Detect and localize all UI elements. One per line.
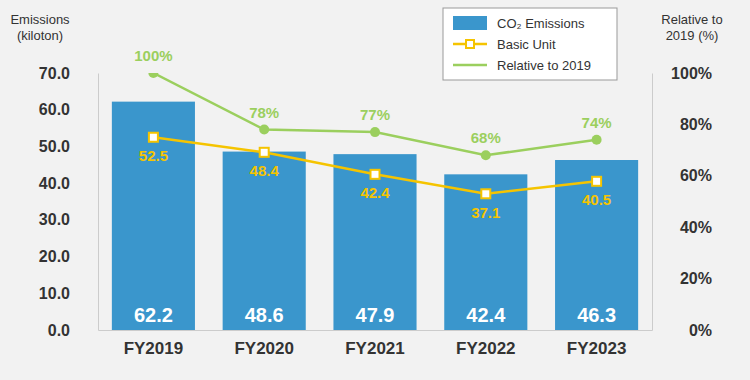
y-axis-title-line: (kiloton) <box>17 28 63 43</box>
y-tick: 40.0 <box>39 175 98 192</box>
y-tick-label: 50.0 <box>39 138 70 155</box>
y2-tick: 40% <box>652 219 712 236</box>
chart: 0.0 10.0 20.0 30.0 40.0 50.0 60.0 70.0 0% 20% 40% 6… <box>0 0 750 380</box>
y2-axis-title-line: Relative to <box>661 12 722 27</box>
y-tick-label: 40.0 <box>39 175 70 192</box>
legend-label: Relative to 2019 <box>497 58 591 73</box>
x-tick: FY2020 <box>234 330 294 358</box>
bar <box>223 152 306 330</box>
y-axis-line <box>98 74 99 331</box>
y2-tick-label: 20% <box>680 270 712 287</box>
y-tick: 10.0 <box>39 285 98 302</box>
x-tick: FY2023 <box>567 330 627 358</box>
bar-label: 42.4 <box>466 304 506 326</box>
x-tick: FY2022 <box>456 330 516 358</box>
y-axis-title-line: Emissions <box>10 12 70 27</box>
y-tick: 30.0 <box>39 211 98 228</box>
x-tick: FY2021 <box>345 330 405 358</box>
marker <box>371 170 380 179</box>
y2-tick: 60% <box>652 167 712 184</box>
y2-axis-title: Relative to2019 (%) <box>661 12 722 43</box>
y-axis: 0.0 10.0 20.0 30.0 40.0 50.0 60.0 70.0 <box>39 65 99 339</box>
line-label: 78% <box>249 104 279 121</box>
y2-axis-title-line: 2019 (%) <box>666 28 719 43</box>
y-tick: 50.0 <box>39 138 98 155</box>
line <box>153 73 596 155</box>
legend-label: CO₂ Emissions <box>497 16 585 31</box>
y-axis-title: Emissions(kiloton) <box>10 12 70 43</box>
legend-label: Basic Unit <box>497 37 556 52</box>
y-tick: 70.0 <box>39 65 98 82</box>
legend-swatch <box>453 64 487 67</box>
marker <box>592 177 601 186</box>
y2-tick-label: 100% <box>671 65 712 82</box>
marker <box>481 150 491 160</box>
x-tick-label: FY2020 <box>234 339 294 358</box>
line-label: 52.5 <box>139 147 168 164</box>
x-axis-line <box>99 330 653 331</box>
line-label: 48.4 <box>250 162 280 179</box>
plot: 0.0 10.0 20.0 30.0 40.0 50.0 60.0 70.0 0% 20% 40% 6… <box>39 47 712 358</box>
bar-label: 46.3 <box>577 304 616 326</box>
y2-tick-label: 0% <box>689 322 712 339</box>
bar-label: 48.6 <box>245 304 284 326</box>
marker <box>370 127 380 137</box>
line-label: 74% <box>582 114 612 131</box>
marker <box>259 125 269 135</box>
x-tick-label: FY2022 <box>456 339 516 358</box>
y-tick-label: 70.0 <box>39 65 70 82</box>
y2-tick: 0% <box>652 322 712 339</box>
bar <box>112 102 195 330</box>
bar <box>444 174 527 330</box>
line-label: 42.4 <box>360 184 390 201</box>
y2-tick-label: 80% <box>680 116 712 133</box>
y-tick: 0.0 <box>48 322 98 339</box>
y-tick-label: 60.0 <box>39 101 70 118</box>
x-tick-label: FY2021 <box>345 339 405 358</box>
x-axis: FY2019 FY2020 FY2021 FY2022 FY2023 <box>99 330 653 358</box>
marker <box>481 189 490 198</box>
line-label: 68% <box>471 129 501 146</box>
legend-swatch <box>453 16 487 30</box>
line-label: 37.1 <box>471 204 500 221</box>
marker <box>149 133 158 142</box>
y2-axis: 0% 20% 40% 60% 80% 100% <box>652 65 712 339</box>
x-tick-label: FY2023 <box>567 339 627 358</box>
y2-tick: 100% <box>652 65 712 82</box>
y-tick-label: 30.0 <box>39 211 70 228</box>
line-label: 40.5 <box>582 191 611 208</box>
y2-axis-line <box>652 74 653 331</box>
x-tick-label: FY2019 <box>124 339 184 358</box>
x-tick: FY2019 <box>124 330 184 358</box>
legend-box <box>443 8 617 80</box>
y-tick-label: 10.0 <box>39 285 70 302</box>
bar-label: 62.2 <box>134 304 173 326</box>
line-label: 100% <box>134 47 172 64</box>
y2-tick-label: 40% <box>680 219 712 236</box>
marker <box>148 73 158 78</box>
marker <box>260 148 269 157</box>
y2-tick-label: 60% <box>680 167 712 184</box>
legend-marker <box>466 40 474 48</box>
marker <box>592 135 602 145</box>
y-tick: 20.0 <box>39 248 98 265</box>
marks <box>112 73 638 330</box>
y2-tick: 20% <box>652 270 712 287</box>
y-tick-label: 0.0 <box>48 322 70 339</box>
y-tick: 60.0 <box>39 101 98 118</box>
legend: CO₂ Emissions Basic Unit Relative to 2019 <box>443 8 617 80</box>
bar-label: 47.9 <box>356 304 395 326</box>
y2-tick: 80% <box>652 116 712 133</box>
y-tick-label: 20.0 <box>39 248 70 265</box>
data-labels: 62.2 48.6 47.9 42.4 46.3 52.5 48.4 42.4 37.1 40.5… <box>134 47 616 326</box>
line-label: 77% <box>360 106 390 123</box>
